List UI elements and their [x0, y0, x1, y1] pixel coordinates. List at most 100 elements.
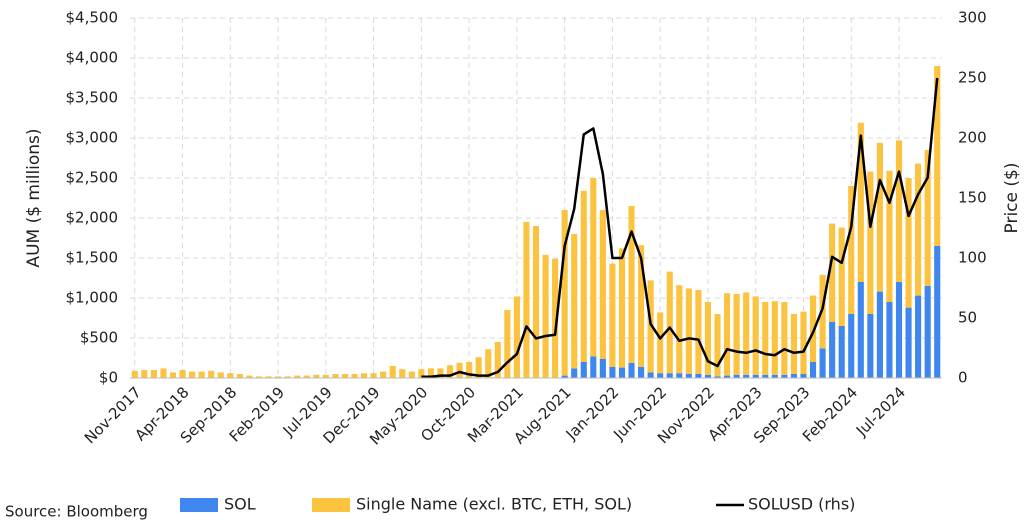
bar-segment	[513, 296, 520, 378]
bar-segment	[609, 263, 616, 367]
y2-axis-label: Price ($)	[1002, 163, 1022, 234]
bar-segment	[370, 373, 377, 378]
bar-segment	[198, 371, 205, 378]
bar-segment	[809, 295, 817, 362]
bar-segment	[141, 370, 148, 378]
x-tick-label: Nov-2017	[81, 383, 145, 447]
bar-segment	[380, 371, 387, 378]
bar-segment	[360, 373, 368, 378]
bar-segment	[313, 374, 320, 378]
bar-segment	[580, 190, 587, 362]
grid	[130, 17, 942, 379]
bar-segment	[150, 370, 157, 378]
bar-segment	[771, 374, 778, 378]
bar-segment	[762, 302, 769, 375]
bar-segment	[294, 375, 301, 378]
bar-segment	[618, 367, 626, 378]
bar-segment	[800, 311, 807, 374]
y-tick-label: $500	[80, 329, 118, 347]
bar-segment	[743, 292, 750, 375]
bar-segment	[179, 370, 186, 378]
bar-segment	[704, 374, 712, 378]
y-tick-label: $4,000	[66, 49, 119, 67]
bar-segment	[647, 280, 654, 373]
x-tick-label: Jul-2024	[852, 383, 909, 440]
bar-segment	[848, 186, 855, 314]
bar-segment	[246, 375, 253, 378]
bar-segment	[876, 291, 883, 378]
bar-segment	[733, 374, 740, 378]
bar-segment	[523, 222, 530, 378]
bar-segment	[599, 358, 606, 378]
bar-segment	[255, 376, 263, 378]
bar-segment	[857, 122, 864, 282]
bar-segment	[752, 374, 759, 378]
bar-segment	[571, 368, 578, 378]
bar-segment	[552, 258, 559, 378]
bar-segment	[790, 374, 797, 378]
bar-segment	[580, 362, 587, 378]
bar-segment	[456, 362, 463, 378]
bar-segment	[704, 302, 712, 375]
bar-segment	[924, 150, 931, 286]
bar-segment	[905, 307, 912, 378]
bar-segment	[809, 362, 817, 378]
bar-segment	[418, 369, 425, 378]
bar-segment	[838, 326, 845, 378]
bar-segment	[657, 312, 664, 374]
y-tick-label: $1,500	[66, 249, 119, 267]
bar-segment	[848, 314, 855, 378]
y-tick-label: $2,500	[66, 169, 119, 187]
y-tick-label: $2,000	[66, 209, 119, 227]
bar-segment	[561, 375, 568, 378]
bar-segment	[915, 295, 922, 378]
bar-segment	[867, 171, 874, 314]
bar-segment	[714, 314, 721, 377]
bar-segment	[685, 374, 692, 378]
bar-segment	[886, 170, 893, 302]
bar-segment	[466, 362, 473, 378]
y-axis-label: AUM ($ millions)	[24, 128, 44, 267]
bar-segment	[857, 282, 864, 378]
source-note: Source: Bloomberg	[5, 503, 148, 521]
bar-segment	[437, 368, 444, 378]
bar-segment	[790, 314, 797, 374]
bar-segment	[905, 178, 912, 308]
y2-tick-label: 150	[958, 189, 987, 207]
bar-segment	[781, 302, 788, 375]
bar-segment	[752, 296, 759, 375]
bar-segment	[666, 271, 673, 374]
bar-segment	[638, 366, 645, 378]
legend-swatch	[180, 498, 218, 512]
y2-tick-label: 100	[958, 249, 987, 267]
bar-segment	[571, 234, 578, 369]
legend-label: Single Name (excl. BTC, ETH, SOL)	[356, 495, 632, 514]
bar-segment	[666, 373, 673, 378]
bar-segment	[867, 314, 874, 378]
bar-segment	[275, 376, 282, 378]
bar-segment	[647, 372, 654, 378]
bar-segment	[131, 370, 138, 378]
y2-tick-label: 50	[958, 309, 977, 327]
bar-segment	[685, 288, 692, 374]
bar-segment	[628, 362, 635, 378]
bar-segment	[532, 226, 540, 378]
bar-segment	[227, 373, 234, 378]
bar-segment	[341, 374, 348, 378]
y-tick-label: $3,500	[66, 89, 119, 107]
bar-segment	[542, 254, 549, 378]
bar-segment	[876, 142, 883, 292]
y2-tick-label: 0	[958, 369, 968, 387]
bar-segment	[628, 206, 635, 363]
y-tick-label: $1,000	[66, 289, 119, 307]
bar-segment	[771, 301, 778, 375]
bar-segment	[322, 374, 329, 378]
y2-tick-label: 200	[958, 129, 987, 147]
bar-segment	[924, 286, 931, 378]
bar-segment	[829, 223, 836, 322]
bar-segment	[446, 365, 454, 378]
bar-segment	[217, 372, 224, 378]
bar-segment	[236, 374, 243, 378]
bar-segment	[599, 210, 606, 359]
